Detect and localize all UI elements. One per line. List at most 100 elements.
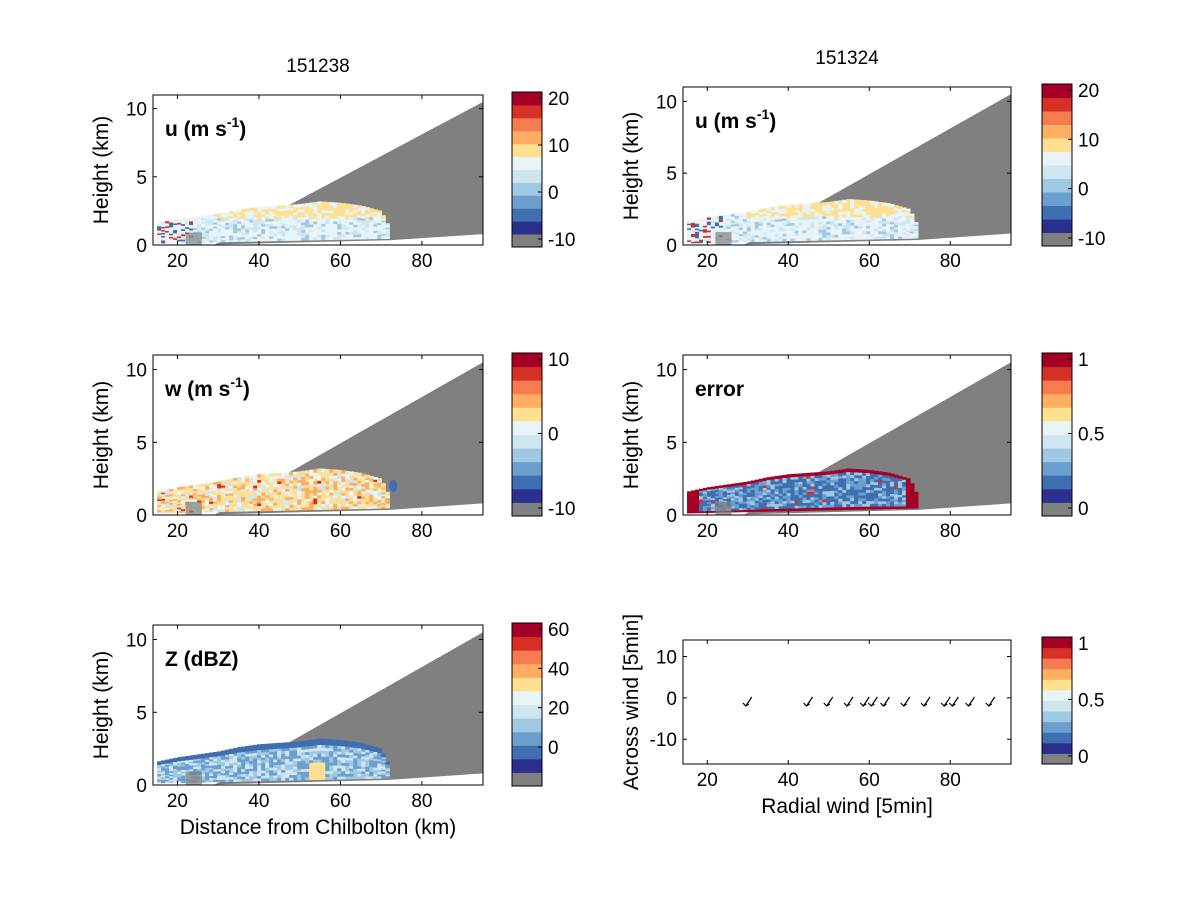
field-cell	[165, 772, 170, 775]
field-cell	[834, 501, 839, 505]
field-cell	[245, 213, 250, 217]
field-cell	[718, 221, 724, 224]
field-cell	[810, 213, 815, 217]
field-cell	[878, 217, 883, 221]
field-cell	[317, 228, 322, 233]
field-cell	[734, 489, 740, 492]
field-cell	[897, 210, 903, 214]
field-cell	[329, 236, 334, 241]
field-cell	[157, 235, 162, 238]
field-cell	[754, 504, 760, 508]
field-cell	[365, 479, 370, 483]
field-cell	[181, 756, 186, 759]
field-cell	[357, 498, 362, 502]
field-cell	[365, 744, 370, 748]
field-cell	[177, 487, 182, 490]
field-cell	[165, 222, 170, 225]
field-cell	[782, 225, 788, 229]
field-cell	[758, 504, 764, 508]
field-cell	[349, 231, 354, 235]
field-cell	[201, 483, 206, 487]
field-cell	[289, 766, 294, 770]
field-cell	[249, 475, 254, 479]
field-cell	[165, 766, 170, 769]
field-cell	[193, 488, 198, 492]
field-cell	[337, 764, 342, 769]
field-cell	[249, 747, 254, 752]
field-cell	[333, 759, 338, 763]
field-cell	[269, 220, 274, 224]
field-cell	[822, 493, 827, 497]
field-cell	[213, 214, 218, 217]
field-cell	[161, 226, 166, 229]
field-cell	[890, 478, 895, 482]
field-cell	[762, 508, 768, 512]
field-cell	[309, 210, 314, 214]
field-cell	[281, 212, 286, 216]
field-cell	[691, 504, 696, 507]
field-cell	[361, 498, 366, 502]
field-cell	[353, 219, 358, 223]
field-cell	[365, 220, 370, 224]
field-cell	[177, 778, 182, 782]
field-cell	[726, 488, 732, 491]
field-cell	[838, 495, 843, 499]
field-cell	[687, 230, 692, 233]
field-cell	[698, 220, 704, 224]
field-cell	[205, 224, 210, 228]
field-cell	[245, 217, 250, 221]
field-cell	[913, 228, 919, 231]
field-cell	[710, 233, 716, 236]
field-cell	[281, 758, 286, 762]
field-cell	[221, 487, 226, 490]
field-cell	[373, 485, 378, 489]
field-cell	[285, 766, 290, 770]
field-cell	[385, 494, 390, 496]
field-cell	[285, 777, 290, 781]
field-cell	[905, 231, 911, 235]
field-cell	[742, 212, 748, 216]
field-cell	[201, 505, 206, 509]
field-cell	[738, 237, 744, 241]
field-cell	[762, 217, 768, 221]
field-cell	[770, 493, 776, 497]
field-cell	[361, 213, 366, 217]
field-cell	[337, 472, 342, 477]
field-cell	[201, 501, 206, 505]
field-cell	[695, 494, 700, 497]
field-cell	[909, 232, 915, 236]
field-cell	[806, 205, 812, 210]
field-cell	[209, 754, 214, 758]
field-cell	[846, 480, 851, 484]
field-cell	[381, 215, 386, 218]
field-cell	[698, 222, 704, 225]
field-cell	[197, 229, 202, 232]
field-cell	[810, 226, 815, 231]
field-cell	[790, 214, 796, 218]
field-cell	[313, 202, 318, 206]
field-cell	[185, 763, 190, 766]
field-cell	[726, 216, 732, 220]
field-cell	[691, 495, 696, 498]
field-cell	[766, 477, 772, 481]
field-cell	[305, 203, 310, 207]
field-cell	[381, 770, 386, 774]
field-cell	[734, 213, 740, 217]
field-cell	[329, 744, 334, 749]
field-cell	[161, 769, 166, 773]
colorbar-swatch	[512, 731, 542, 746]
field-cell	[333, 469, 338, 473]
field-cell	[233, 482, 238, 486]
field-cell	[221, 772, 226, 776]
field-cell	[691, 507, 696, 511]
field-cell	[814, 474, 819, 479]
field-cell	[381, 497, 386, 500]
field-cell	[301, 763, 306, 767]
field-cell	[329, 210, 334, 214]
field-cell	[261, 211, 266, 215]
field-cell	[205, 218, 210, 222]
field-cell	[738, 488, 744, 492]
field-cell	[874, 222, 879, 227]
wind-arrow-head	[900, 702, 908, 707]
field-cell	[205, 503, 210, 507]
